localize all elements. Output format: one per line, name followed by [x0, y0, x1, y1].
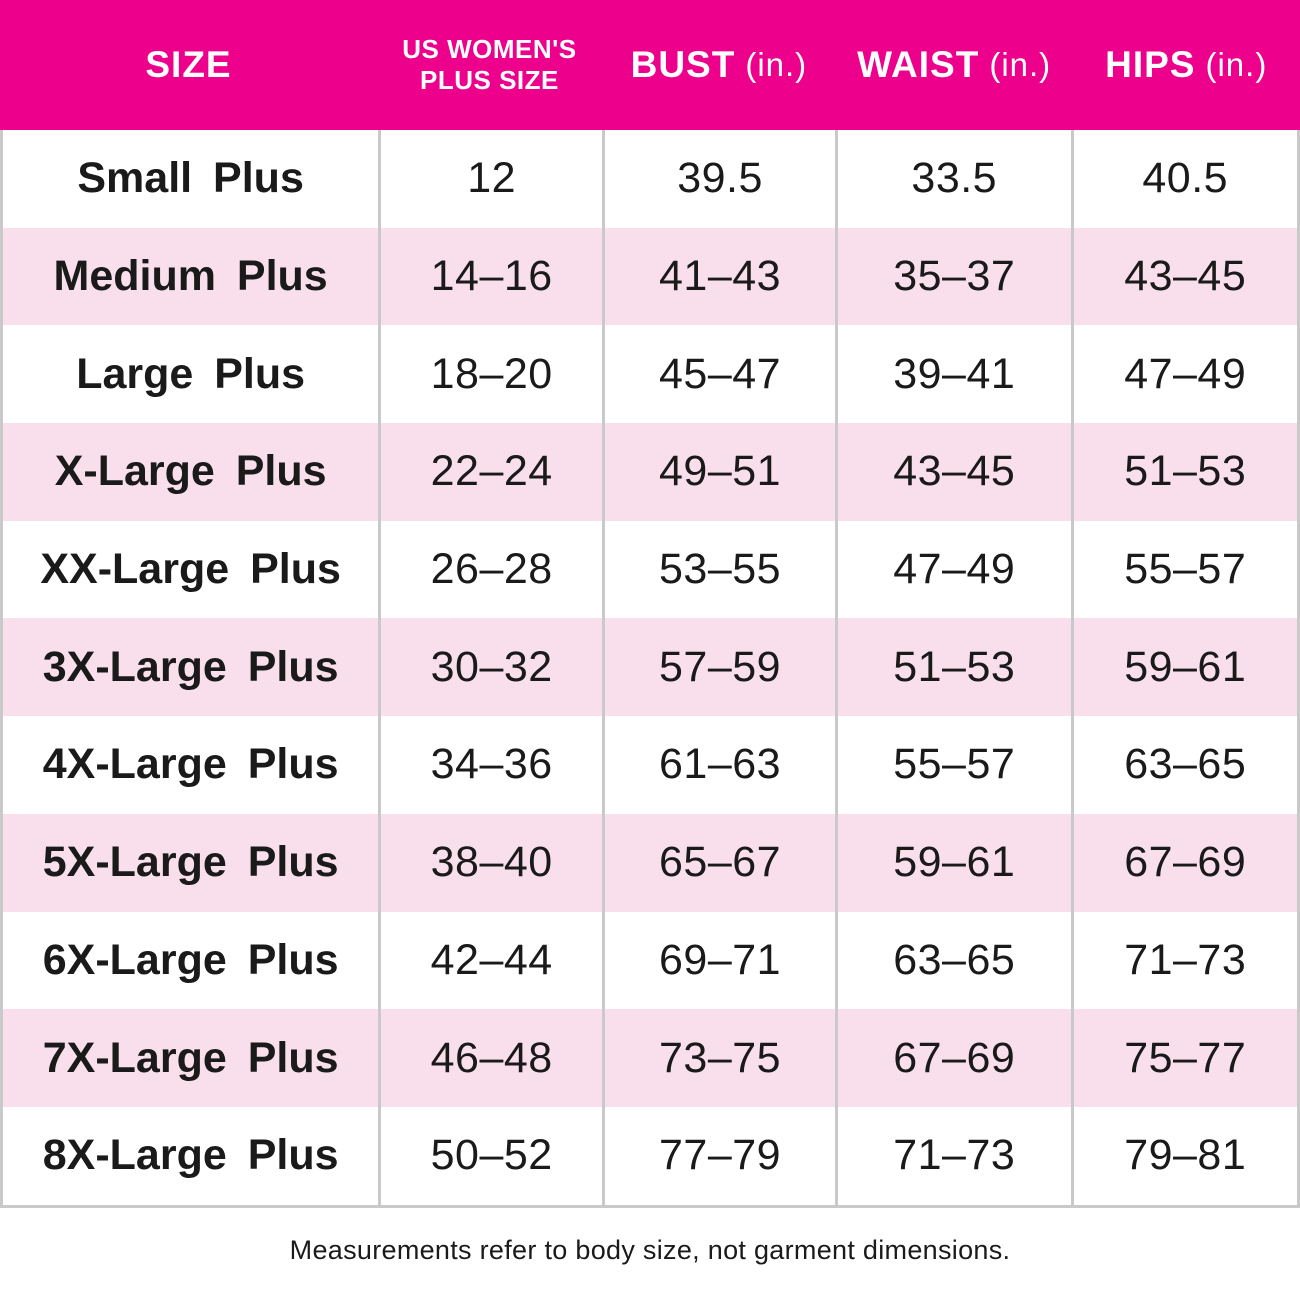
cell-size-label: 3X-Large Plus [42, 642, 339, 691]
cell-hips: 67–69 [1070, 813, 1297, 912]
cell-waist: 39–41 [835, 325, 1071, 424]
table-row: Medium Plus 14–16 41–43 35–37 43–45 [3, 227, 1297, 326]
cell-us-plus-size: 22–24 [378, 423, 602, 521]
cell-size-label: X-Large Plus [54, 447, 327, 496]
footnote: Measurements refer to body size, not gar… [289, 1234, 1011, 1265]
header-unit-hips: (in.) [1205, 46, 1268, 83]
table-row: 6X-Large Plus 42–44 69–71 63–65 71–73 [3, 911, 1297, 1010]
cell-waist: 43–45 [835, 423, 1071, 521]
cell-bust: 61–63 [602, 716, 835, 814]
header-unit-waist: (in.) [989, 46, 1052, 83]
cell-hips: 51–53 [1070, 423, 1297, 521]
cell-bust: 53–55 [602, 520, 835, 619]
cell-size-label: 5X-Large Plus [42, 838, 339, 887]
table-row: 5X-Large Plus 38–40 65–67 59–61 67–69 [3, 813, 1297, 912]
cell-us-plus-size: 30–32 [378, 618, 602, 717]
cell-bust: 57–59 [602, 618, 835, 717]
table-body: Small Plus 12 39.5 33.5 40.5 Medium Plus… [0, 130, 1300, 1208]
cell-hips: 75–77 [1070, 1009, 1297, 1107]
cell-size-label: Small Plus [77, 154, 304, 203]
cell-waist: 55–57 [835, 716, 1071, 814]
cell-hips: 47–49 [1070, 325, 1297, 424]
header-cell-us-plus-size: US WOMEN'S PLUS SIZE [377, 0, 602, 130]
table-row: XX-Large Plus 26–28 53–55 47–49 55–57 [3, 520, 1297, 619]
cell-hips: 71–73 [1070, 911, 1297, 1010]
cell-waist: 51–53 [835, 618, 1071, 717]
cell-waist: 67–69 [835, 1009, 1071, 1107]
cell-bust: 77–79 [602, 1106, 835, 1205]
header-cell-size: SIZE [0, 0, 377, 130]
header-cell-bust: BUST (in.) [602, 0, 836, 130]
cell-bust: 45–47 [602, 325, 835, 424]
cell-bust: 69–71 [602, 911, 835, 1010]
cell-us-plus-size: 46–48 [378, 1009, 602, 1107]
cell-us-plus-size: 34–36 [378, 716, 602, 814]
cell-us-plus-size: 26–28 [378, 520, 602, 619]
cell-size-label: 6X-Large Plus [42, 935, 339, 984]
table-row: X-Large Plus 22–24 49–51 43–45 51–53 [3, 423, 1297, 521]
cell-waist: 47–49 [835, 520, 1071, 619]
cell-hips: 59–61 [1070, 618, 1297, 717]
cell-us-plus-size: 18–20 [378, 325, 602, 424]
cell-waist: 35–37 [835, 227, 1071, 326]
size-chart: SIZE US WOMEN'S PLUS SIZE BUST (in.) WAI… [0, 0, 1300, 1265]
cell-us-plus-size: 38–40 [378, 813, 602, 912]
cell-bust: 73–75 [602, 1009, 835, 1107]
cell-hips: 55–57 [1070, 520, 1297, 619]
cell-hips: 43–45 [1070, 227, 1297, 326]
cell-size-label: Medium Plus [53, 252, 328, 301]
table-row: 8X-Large Plus 50–52 77–79 71–73 79–81 [3, 1106, 1297, 1205]
cell-hips: 63–65 [1070, 716, 1297, 814]
cell-us-plus-size: 42–44 [378, 911, 602, 1010]
header-label-hips: HIPS [1105, 44, 1196, 85]
header-label-waist: WAIST [857, 44, 980, 85]
cell-bust: 65–67 [602, 813, 835, 912]
header-label-us-plus-size-line2: PLUS SIZE [420, 65, 559, 95]
table-row: Large Plus 18–20 45–47 39–41 47–49 [3, 325, 1297, 424]
cell-size-label: 7X-Large Plus [42, 1033, 339, 1082]
table-row: 7X-Large Plus 46–48 73–75 67–69 75–77 [3, 1009, 1297, 1107]
cell-us-plus-size: 14–16 [378, 227, 602, 326]
header-cell-waist: WAIST (in.) [836, 0, 1073, 130]
header-label-us-plus-size: US WOMEN'S PLUS SIZE [402, 34, 576, 96]
cell-hips: 79–81 [1070, 1106, 1297, 1205]
table-row: 4X-Large Plus 34–36 61–63 55–57 63–65 [3, 716, 1297, 814]
table-header: SIZE US WOMEN'S PLUS SIZE BUST (in.) WAI… [0, 0, 1300, 130]
cell-waist: 59–61 [835, 813, 1071, 912]
header-label-us-plus-size-line1: US WOMEN'S [402, 33, 577, 64]
table-row: 3X-Large Plus 30–32 57–59 51–53 59–61 [3, 618, 1297, 717]
table-row: Small Plus 12 39.5 33.5 40.5 [3, 130, 1297, 228]
header-label-size: SIZE [145, 44, 232, 85]
cell-size-label: 8X-Large Plus [42, 1131, 339, 1180]
cell-waist: 33.5 [835, 130, 1071, 228]
header-cell-hips: HIPS (in.) [1072, 0, 1300, 130]
cell-bust: 49–51 [602, 423, 835, 521]
cell-size-label: Large Plus [76, 349, 306, 398]
header-unit-bust: (in.) [745, 46, 808, 83]
cell-us-plus-size: 50–52 [378, 1106, 602, 1205]
cell-size-label: XX-Large Plus [40, 545, 341, 594]
cell-bust: 41–43 [602, 227, 835, 326]
header-label-bust: BUST [630, 44, 736, 85]
cell-waist: 63–65 [835, 911, 1071, 1010]
cell-size-label: 4X-Large Plus [42, 740, 339, 789]
cell-us-plus-size: 12 [378, 130, 602, 228]
cell-hips: 40.5 [1070, 130, 1297, 228]
cell-waist: 71–73 [835, 1106, 1071, 1205]
cell-bust: 39.5 [602, 130, 835, 228]
